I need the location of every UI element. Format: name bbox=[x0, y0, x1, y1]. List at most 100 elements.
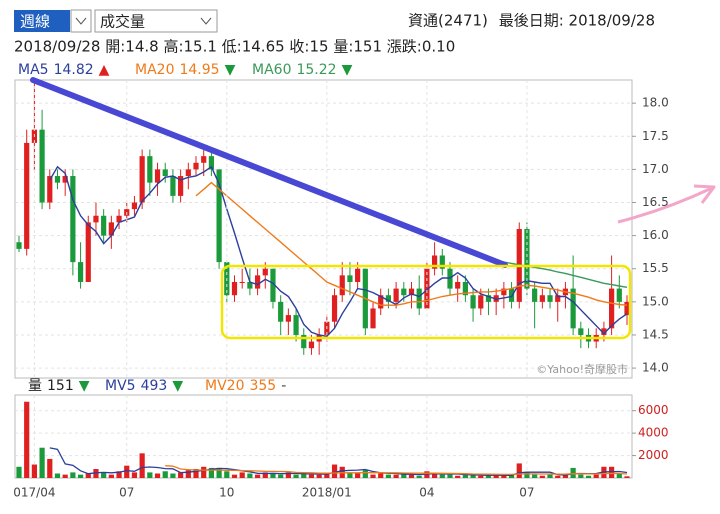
volume-bar bbox=[555, 475, 561, 478]
volume-bar bbox=[401, 473, 407, 478]
candle-body bbox=[262, 268, 268, 276]
legend-trend: ▼ bbox=[172, 378, 183, 394]
volume-bar bbox=[431, 473, 438, 478]
legend-trend: - bbox=[281, 378, 286, 394]
ma-line bbox=[496, 260, 628, 288]
volume-bar bbox=[178, 472, 184, 478]
volume-bar bbox=[39, 447, 45, 478]
legend-value: 151 bbox=[47, 378, 74, 394]
dropdown-arrow bbox=[200, 17, 212, 25]
candle-body bbox=[193, 162, 199, 170]
x-tick-label: 04 bbox=[419, 486, 434, 500]
candle-body bbox=[331, 295, 338, 322]
candle-body bbox=[54, 176, 61, 183]
y-tick-label: 16.0 bbox=[642, 228, 669, 242]
volume-bar bbox=[439, 474, 445, 478]
volume-bar bbox=[378, 473, 384, 478]
legend-trend: ▼ bbox=[79, 378, 90, 394]
candle-body bbox=[501, 288, 507, 296]
candle-body bbox=[578, 328, 584, 335]
legend-value: 15.22 bbox=[296, 62, 336, 78]
volume-bar bbox=[108, 474, 114, 478]
volume-bar bbox=[370, 474, 376, 478]
volume-bar bbox=[224, 471, 230, 478]
volume-bar bbox=[85, 473, 91, 478]
candle-body bbox=[47, 176, 53, 203]
candle-body bbox=[77, 262, 84, 282]
period-select[interactable] bbox=[14, 10, 70, 32]
volume-bar bbox=[393, 474, 399, 478]
x-tick-label: 07 bbox=[519, 486, 534, 500]
ma-line bbox=[195, 181, 628, 306]
volume-bar bbox=[116, 471, 122, 478]
candle-body bbox=[431, 255, 438, 269]
volume-bar bbox=[493, 474, 499, 478]
candle-body bbox=[408, 288, 415, 296]
candle-body bbox=[470, 295, 476, 309]
volume-bar bbox=[101, 472, 107, 478]
legend-name: MV20 bbox=[205, 378, 244, 394]
trend-line-annotation bbox=[30, 77, 508, 268]
y-tick-label: 17.5 bbox=[642, 129, 669, 143]
candle-body bbox=[170, 176, 176, 196]
legend-entry: MV20 355- bbox=[205, 378, 286, 394]
volume-bar bbox=[31, 464, 37, 478]
candle-body bbox=[524, 229, 530, 289]
candle-body bbox=[162, 169, 168, 177]
volume-bar bbox=[524, 472, 530, 478]
volume-bar bbox=[16, 466, 22, 478]
x-tick-label: 017/04 bbox=[13, 486, 55, 500]
volume-bar bbox=[609, 466, 615, 478]
volume-bar bbox=[447, 474, 453, 478]
arrow-head bbox=[693, 184, 716, 204]
volume-bar bbox=[355, 473, 361, 478]
candle-body bbox=[178, 176, 184, 196]
period-dropdown[interactable] bbox=[70, 9, 92, 33]
candle-body bbox=[270, 268, 276, 302]
candle-body bbox=[154, 169, 161, 183]
candle-body bbox=[139, 156, 145, 203]
candle-body bbox=[278, 301, 284, 322]
candle-body bbox=[601, 328, 607, 335]
legend-value: 355 bbox=[249, 378, 276, 394]
candle-body bbox=[39, 129, 45, 203]
candle-body bbox=[347, 275, 353, 282]
volume-bar bbox=[54, 473, 61, 478]
y-tick-label: 6000 bbox=[638, 403, 669, 417]
volume-bar bbox=[24, 401, 30, 478]
volume-bar bbox=[193, 469, 199, 478]
candle-body bbox=[370, 308, 376, 329]
volume-bar bbox=[624, 476, 630, 478]
candle-body bbox=[301, 334, 307, 349]
candle-body bbox=[216, 169, 222, 263]
volume-bar bbox=[278, 474, 284, 478]
candle-body bbox=[416, 288, 422, 309]
candle-body bbox=[547, 295, 553, 302]
volume-panel bbox=[14, 394, 633, 479]
legend-value: 493 bbox=[141, 378, 168, 394]
x-tick-label: 10 bbox=[219, 486, 234, 500]
volume-bar bbox=[547, 474, 553, 478]
volume-bar bbox=[362, 470, 368, 478]
volume-bar bbox=[231, 474, 238, 478]
candle-body bbox=[378, 295, 384, 309]
mv-line bbox=[165, 465, 628, 476]
legend-name: MA60 bbox=[252, 62, 291, 78]
candle-body bbox=[570, 288, 576, 329]
volume-bar bbox=[539, 475, 545, 478]
indicator-label: 成交量 bbox=[100, 13, 145, 31]
candle-body bbox=[85, 222, 91, 282]
y-tick-label: 2000 bbox=[638, 448, 669, 462]
legend-name: MA20 bbox=[135, 62, 174, 78]
candle-body bbox=[116, 215, 122, 223]
candle-body bbox=[532, 288, 538, 302]
stock-name: 資通(2471) bbox=[408, 12, 488, 30]
volume-bar bbox=[254, 474, 261, 478]
candle-body bbox=[555, 295, 561, 302]
indicator-select[interactable] bbox=[94, 9, 218, 33]
arrow-annotation bbox=[617, 186, 713, 224]
volume-bar bbox=[308, 474, 315, 478]
volume-bar bbox=[70, 472, 76, 478]
legend-entry: MA5 14.82 ▲ bbox=[18, 62, 110, 78]
y-tick-label: 14.5 bbox=[642, 327, 669, 341]
